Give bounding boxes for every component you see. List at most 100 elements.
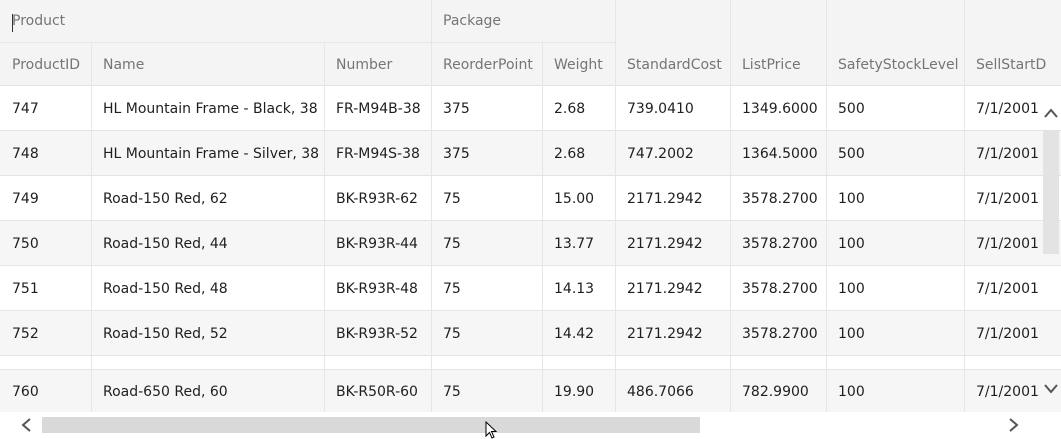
cell-weight[interactable]: 2.68 [554,145,586,162]
cell-safety[interactable]: 100 [838,235,865,252]
cell-sellstart[interactable]: 7/1/2001 [976,280,1039,297]
cell-number[interactable]: BK-R93R-52 [336,325,418,342]
vertical-scroll-thumb[interactable] [1043,130,1059,254]
table-row[interactable]: 747 HL Mountain Frame - Black, 38 FR-M94B-… [0,86,1061,131]
cell-stdcost[interactable]: 2171.2942 [627,235,703,252]
cell-listprice[interactable]: 3578.2700 [742,235,818,252]
row-divider [0,310,1061,311]
row-divider [0,220,1061,221]
cell-name[interactable]: HL Mountain Frame - Silver, 38 [103,145,320,162]
cell-stdcost[interactable]: 747.2002 [627,145,694,162]
cell-reorder[interactable]: 375 [443,100,470,117]
cell-weight[interactable]: 15.00 [554,190,595,207]
cell-sellstart[interactable]: 7/1/2001 [976,325,1039,342]
cell-safety[interactable]: 100 [838,190,865,207]
column-header-reorder[interactable]: ReorderPoint [431,42,542,86]
cell-stdcost[interactable]: 2171.2942 [627,325,703,342]
cell-id[interactable]: 750 [12,235,39,252]
horizontal-scroll-thumb[interactable] [42,417,700,433]
text-caret [12,14,13,32]
cell-reorder[interactable]: 75 [443,325,461,342]
cell-stdcost[interactable]: 2171.2942 [627,280,703,297]
cell-reorder[interactable]: 75 [443,235,461,252]
cell-listprice[interactable]: 782.9900 [742,383,809,400]
cell-name[interactable]: HL Mountain Frame - Black, 38 [103,100,318,117]
chevron-right-icon[interactable] [1004,416,1024,436]
cell-id[interactable]: 747 [12,100,39,117]
cell-safety[interactable]: 500 [838,100,865,117]
table-row[interactable]: 760 Road-650 Red, 60 BK-R50R-60 75 19.90 486.… [0,369,1061,412]
cell-listprice[interactable]: 3578.2700 [742,325,818,342]
column-divider [431,0,432,412]
mouse-cursor-icon [485,421,498,439]
row-divider [0,265,1061,266]
horizontal-scrollbar[interactable] [0,412,1061,438]
cell-reorder[interactable]: 75 [443,280,461,297]
cell-id[interactable]: 749 [12,190,39,207]
table-row[interactable]: 749 Road-150 Red, 62 BK-R93R-62 75 15.00 2171… [0,176,1061,221]
row-divider [0,355,1061,356]
table-row[interactable]: 751 Road-150 Red, 48 BK-R93R-48 75 14.13 2171… [0,266,1061,311]
chevron-up-icon[interactable] [1041,102,1061,122]
column-header-stdcost[interactable]: StandardCost [615,0,730,86]
table-row[interactable]: 750 Road-150 Red, 44 BK-R93R-44 75 13.77 2171… [0,221,1061,266]
column-header-sellstart[interactable]: SellStartD [964,0,1061,86]
column-header-number[interactable]: Number [324,42,431,86]
cell-listprice[interactable]: 1349.6000 [742,100,818,117]
chevron-left-icon[interactable] [16,416,36,436]
cell-id[interactable]: 751 [12,280,39,297]
table-row[interactable]: 748 HL Mountain Frame - Silver, 38 FR-M94S… [0,131,1061,176]
row-divider [0,175,1061,176]
column-divider [964,0,965,412]
cell-name[interactable]: Road-150 Red, 52 [103,325,228,342]
cell-stdcost[interactable]: 739.0410 [627,100,694,117]
column-header-name[interactable]: Name [91,42,324,86]
column-header-listprice[interactable]: ListPrice [730,0,826,86]
cell-weight[interactable]: 2.68 [554,100,586,117]
cell-listprice[interactable]: 3578.2700 [742,190,818,207]
data-grid[interactable]: Product Package ProductID Name Number Reord… [0,0,1061,412]
cell-safety[interactable]: 500 [838,145,865,162]
cell-name[interactable]: Road-150 Red, 48 [103,280,228,297]
column-divider [826,0,827,412]
cell-reorder[interactable]: 375 [443,145,470,162]
cell-reorder[interactable]: 75 [443,383,461,400]
cell-reorder[interactable]: 75 [443,190,461,207]
vertical-scrollbar[interactable] [1041,86,1061,412]
cell-weight[interactable]: 14.13 [554,280,595,297]
cell-number[interactable]: BK-R93R-48 [336,280,418,297]
cell-safety[interactable]: 100 [838,383,865,400]
cell-listprice[interactable]: 3578.2700 [742,280,818,297]
cell-sellstart[interactable]: 7/1/2001 [976,190,1039,207]
cell-safety[interactable]: 100 [838,325,865,342]
cell-weight[interactable]: 14.42 [554,325,595,342]
cell-safety[interactable]: 100 [838,280,865,297]
table-row[interactable]: 752 Road-150 Red, 52 BK-R93R-52 75 14.42 2171… [0,311,1061,356]
cell-id[interactable]: 760 [12,383,39,400]
cell-stdcost[interactable]: 486.7066 [627,383,694,400]
cell-sellstart[interactable]: 7/1/2001 [976,235,1039,252]
chevron-down-icon[interactable] [1041,378,1061,398]
cell-stdcost[interactable]: 2171.2942 [627,190,703,207]
cell-number[interactable]: BK-R93R-62 [336,190,418,207]
cell-sellstart[interactable]: 7/1/2001 [976,100,1039,117]
cell-number[interactable]: FR-M94S-38 [336,145,420,162]
cell-number[interactable]: BK-R93R-44 [336,235,418,252]
cell-name[interactable]: Road-150 Red, 62 [103,190,228,207]
cell-sellstart[interactable]: 7/1/2001 [976,383,1039,400]
cell-name[interactable]: Road-150 Red, 44 [103,235,228,252]
cell-listprice[interactable]: 1364.5000 [742,145,818,162]
cell-weight[interactable]: 13.77 [554,235,595,252]
cell-sellstart[interactable]: 7/1/2001 [976,145,1039,162]
cell-id[interactable]: 748 [12,145,39,162]
column-header-safety[interactable]: SafetyStockLevel [826,0,964,86]
group-header-product: Product [0,0,431,42]
cell-name[interactable]: Road-650 Red, 60 [103,383,228,400]
cell-number[interactable]: BK-R50R-60 [336,383,418,400]
cell-id[interactable]: 752 [12,325,39,342]
cell-weight[interactable]: 19.90 [554,383,595,400]
column-header-id[interactable]: ProductID [0,42,91,86]
column-header-weight[interactable]: Weight [542,42,615,86]
cell-number[interactable]: FR-M94B-38 [336,100,421,117]
header-divider [0,85,1061,86]
